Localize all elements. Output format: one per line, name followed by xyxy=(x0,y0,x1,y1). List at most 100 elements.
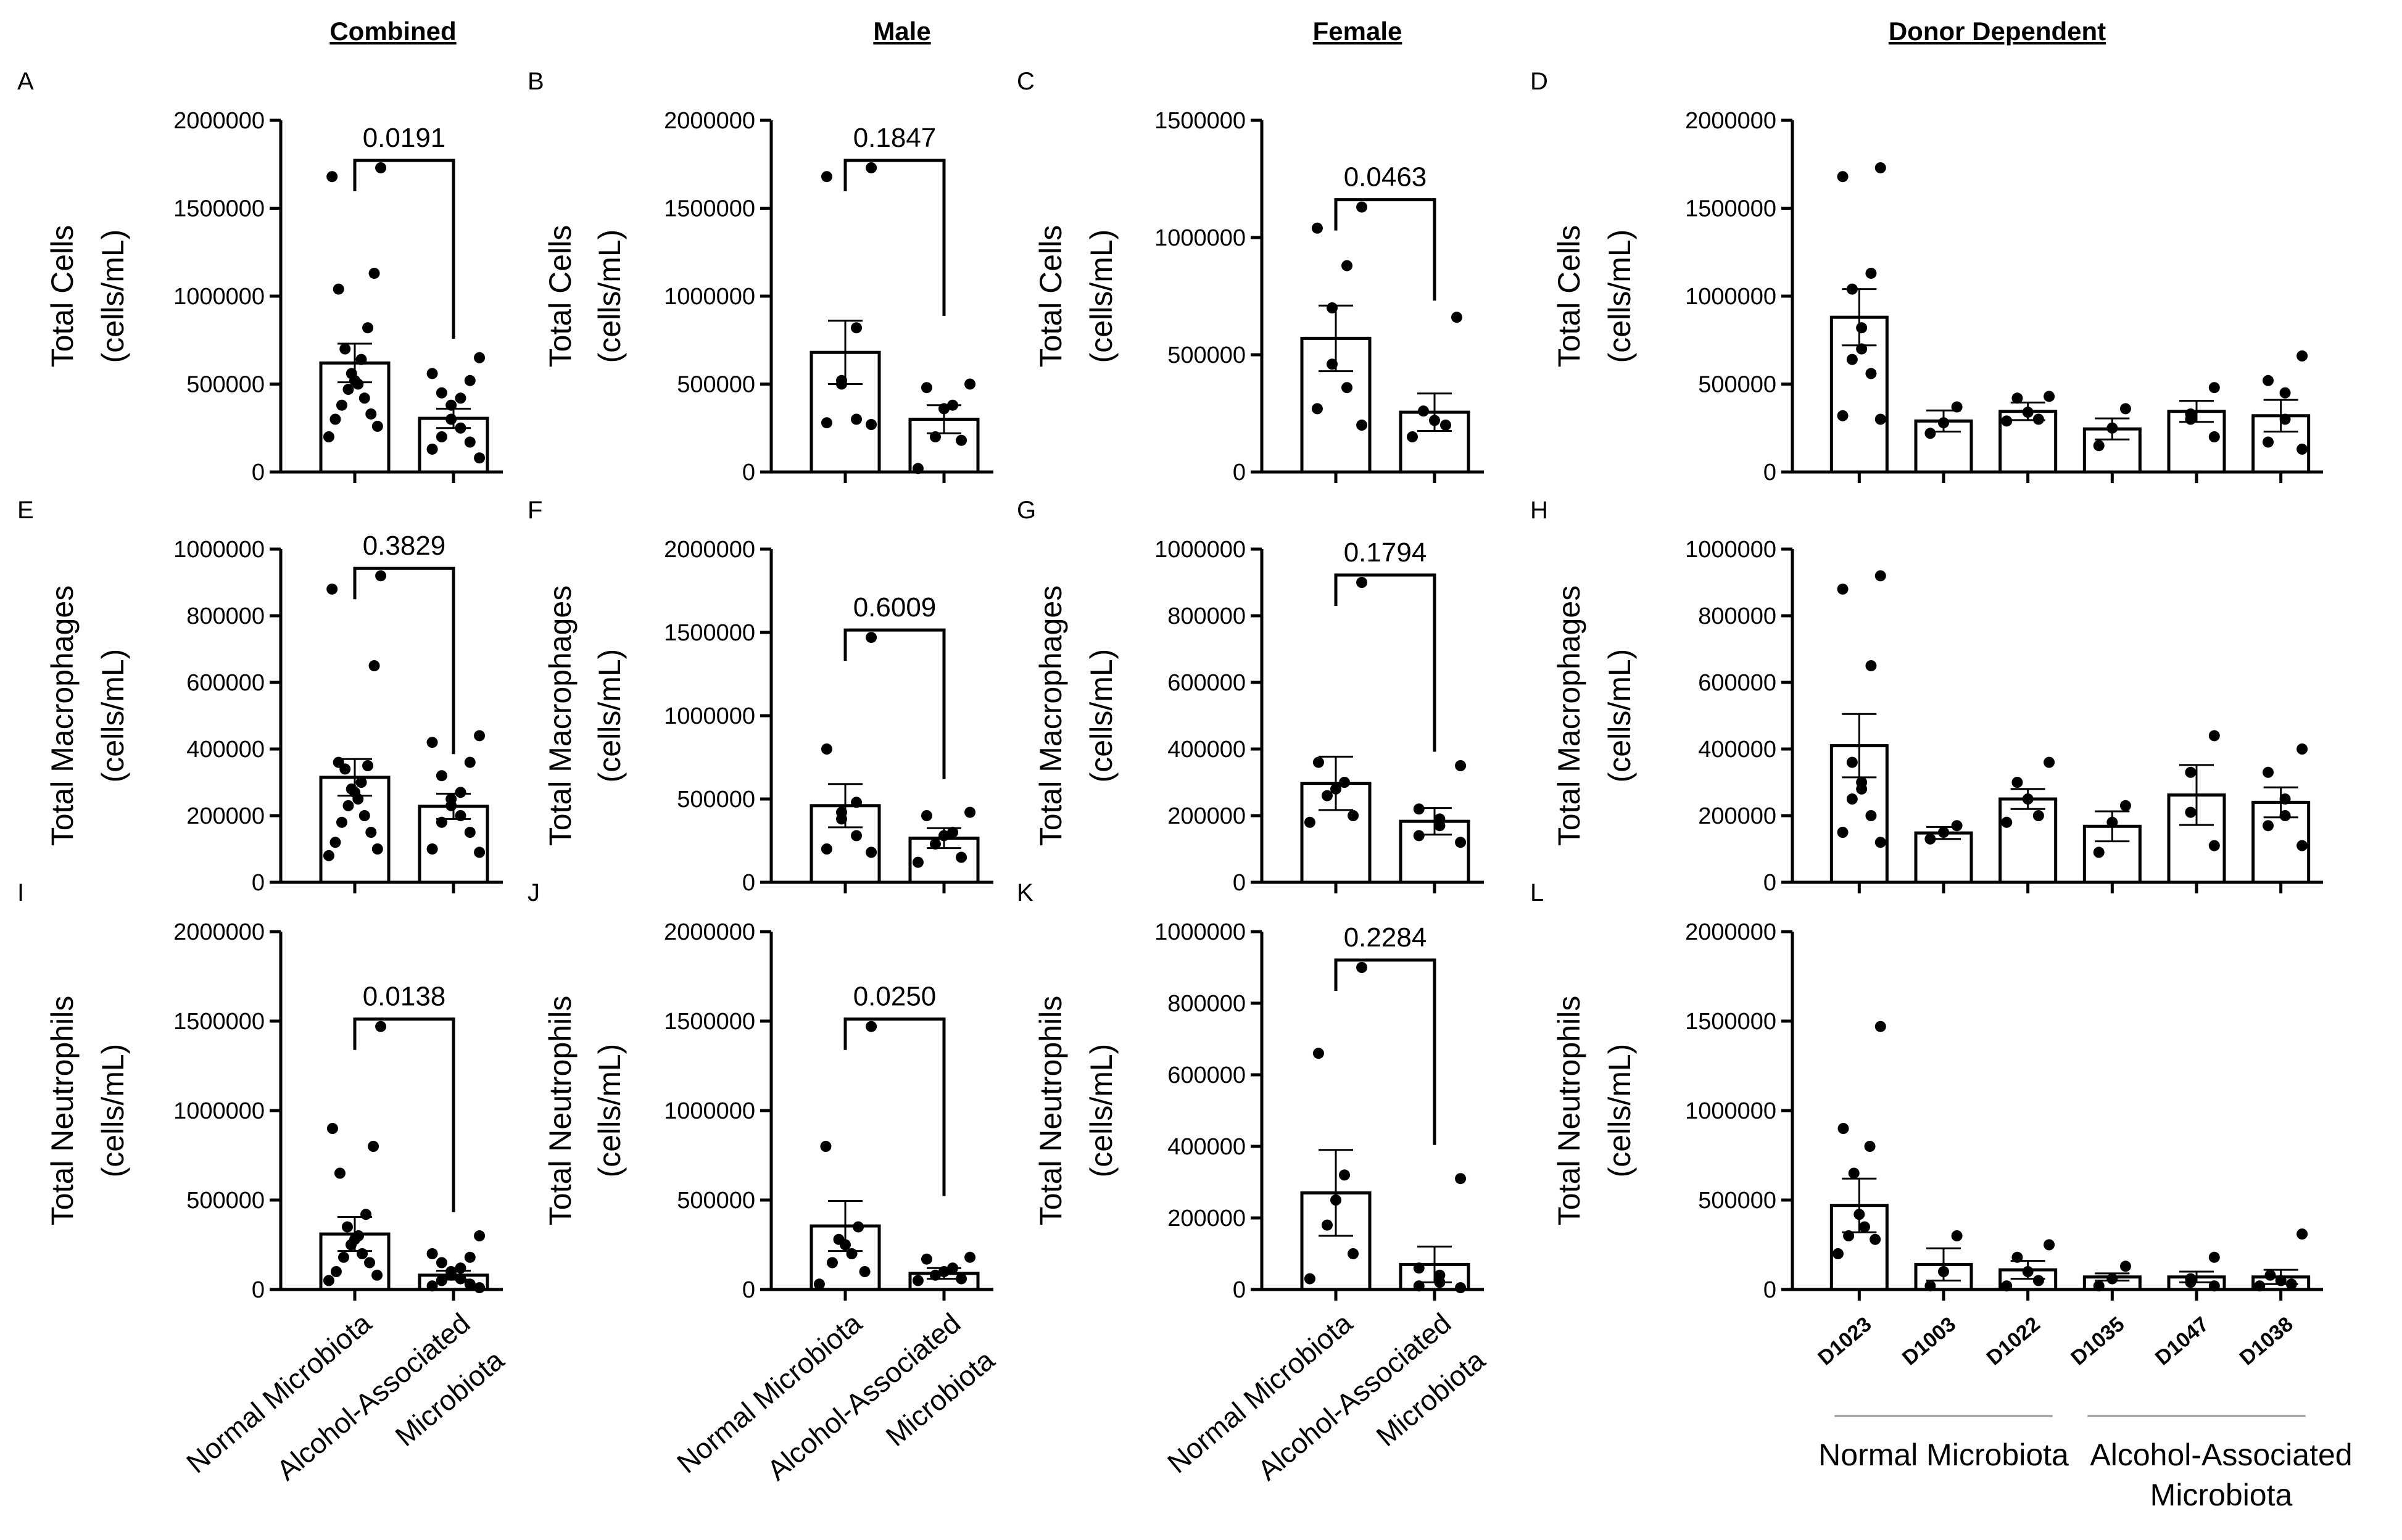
panel-E: E Total Macrophages (cells/mL) 0 200000 40000… xyxy=(17,497,503,896)
panel-F: F Total Macrophages (cells/mL) 0 500000 10000… xyxy=(528,497,993,896)
data-point xyxy=(352,378,364,390)
data-point xyxy=(2296,350,2308,362)
data-point xyxy=(455,787,466,798)
data-point xyxy=(357,1248,368,1259)
p-value-label: 0.6009 xyxy=(853,592,937,623)
data-point xyxy=(2106,422,2118,434)
data-point xyxy=(339,763,351,775)
y-axis-label: Total Cells xyxy=(1033,225,1068,368)
data-point xyxy=(2279,793,2291,805)
data-point xyxy=(921,810,932,821)
significance-bracket xyxy=(843,1017,946,1196)
data-point xyxy=(866,419,877,431)
data-point xyxy=(2296,743,2308,755)
data-point xyxy=(426,368,438,379)
data-point xyxy=(964,378,976,390)
data-point xyxy=(813,1278,825,1290)
data-point xyxy=(2296,840,2308,851)
data-point xyxy=(1874,570,1886,582)
y-tick-label: 0 xyxy=(252,460,265,486)
y-tick-label: 400000 xyxy=(1167,737,1246,763)
x-tick-label: D1003 xyxy=(1898,1312,1960,1370)
y-axis-unit: (cells/mL) xyxy=(592,1044,627,1178)
y-axis-unit: (cells/mL) xyxy=(1084,649,1119,783)
y-tick-label: 1500000 xyxy=(664,620,755,646)
data-point xyxy=(455,1273,466,1285)
data-point xyxy=(2001,1280,2013,1292)
data-point xyxy=(355,354,367,365)
data-point xyxy=(1312,1048,1324,1059)
data-point xyxy=(2185,806,2197,818)
column-header-female: Female xyxy=(1313,17,1402,46)
y-tick-label: 500000 xyxy=(186,1188,265,1214)
data-point xyxy=(329,837,341,848)
data-point xyxy=(1837,171,1849,183)
data-point xyxy=(338,1251,349,1263)
data-point xyxy=(426,1280,438,1292)
data-point xyxy=(368,660,380,671)
data-point xyxy=(2263,766,2274,778)
data-point xyxy=(1429,415,1440,426)
y-tick-label: 500000 xyxy=(1167,342,1246,368)
data-point xyxy=(426,843,438,855)
data-point xyxy=(2032,413,2044,425)
x-tick-label: D1023 xyxy=(1813,1312,1876,1370)
data-point xyxy=(464,375,476,386)
data-point xyxy=(1407,431,1418,442)
data-point xyxy=(341,1221,353,1233)
column-headers: Combined Male Female Donor Dependent xyxy=(329,17,2106,46)
y-tick-label: 200000 xyxy=(1698,803,1776,829)
data-point xyxy=(1848,1167,1860,1179)
data-point xyxy=(1326,302,1338,313)
data-point xyxy=(2106,816,2118,828)
data-point xyxy=(371,420,383,432)
data-point xyxy=(2185,1277,2197,1288)
panel-K: K Total Neutrophils (cells/mL) 0 200000 40000… xyxy=(1017,879,1491,1486)
panel-letter: C xyxy=(1017,68,1035,95)
data-point xyxy=(2264,1269,2276,1281)
panel-letter: I xyxy=(17,879,24,906)
data-point xyxy=(912,463,924,474)
data-point xyxy=(956,851,967,863)
data-point xyxy=(1832,1248,1844,1259)
x-tick-label: D1038 xyxy=(2235,1312,2298,1370)
significance-bracket xyxy=(1334,198,1436,301)
y-tick-label: 2000000 xyxy=(1685,919,1776,945)
y-tick-label: 500000 xyxy=(1698,372,1776,398)
data-point xyxy=(2044,756,2055,768)
y-tick-label: 600000 xyxy=(1167,670,1246,696)
data-point xyxy=(364,1257,376,1269)
y-axis-label: Total Cells xyxy=(543,225,578,368)
data-point xyxy=(866,632,877,644)
data-point xyxy=(964,1251,976,1263)
data-point xyxy=(1348,810,1359,821)
data-point xyxy=(1434,1277,1446,1288)
data-point xyxy=(1846,756,1858,768)
data-point xyxy=(1938,417,1949,429)
data-point xyxy=(2093,847,2105,858)
data-point xyxy=(2032,1275,2044,1286)
data-point xyxy=(947,827,959,838)
y-tick-label: 2000000 xyxy=(664,108,755,134)
data-point xyxy=(2263,820,2274,832)
data-point xyxy=(912,1275,924,1286)
data-point xyxy=(2208,840,2220,851)
y-axis-unit: (cells/mL) xyxy=(1602,1044,1637,1178)
data-point xyxy=(929,1269,941,1281)
data-point xyxy=(358,392,370,404)
data-point xyxy=(375,162,387,173)
data-point xyxy=(947,399,959,411)
y-axis-label: Total Macrophages xyxy=(45,586,80,846)
significance-bracket xyxy=(353,1017,455,1212)
y-axis-unit: (cells/mL) xyxy=(1084,230,1119,363)
y-tick-label: 400000 xyxy=(186,737,265,763)
data-point xyxy=(866,162,877,173)
p-value-label: 0.0191 xyxy=(363,123,446,153)
data-point xyxy=(912,856,924,868)
bar xyxy=(1914,831,1973,884)
panel-H: H Total Macrophages (cells/mL) 0 200000 40000… xyxy=(1530,497,2323,896)
data-point xyxy=(474,730,486,742)
y-tick-label: 0 xyxy=(252,1277,265,1303)
group-label-alcohol-2: Microbiota xyxy=(2150,1478,2293,1512)
